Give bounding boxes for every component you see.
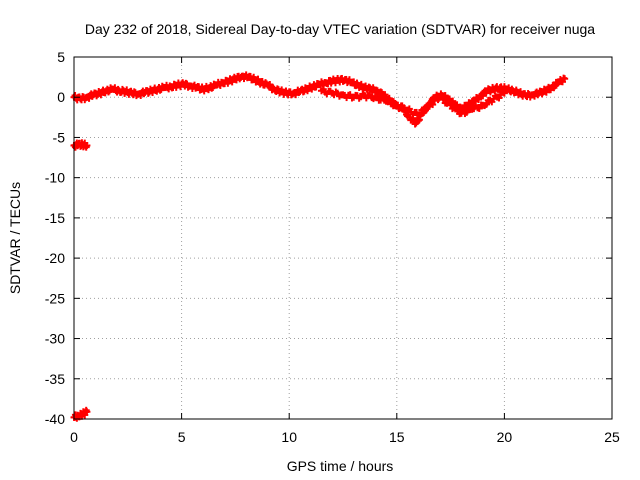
x-tick-label: 5 [178, 429, 186, 445]
data-point [475, 104, 483, 112]
y-tick-label: -30 [45, 331, 65, 347]
data-point [499, 88, 507, 96]
y-tick-label: -10 [45, 170, 65, 186]
data-point [482, 89, 490, 97]
chart-title: Day 232 of 2018, Sidereal Day-to-day VTE… [85, 21, 595, 37]
data-point [559, 78, 567, 86]
x-tick-label: 25 [604, 429, 620, 445]
y-axis-label: SDTVAR / TECUs [7, 182, 23, 294]
y-tick-label: -5 [53, 129, 66, 145]
data-point [359, 90, 367, 98]
data-point [560, 74, 568, 82]
data-point [373, 93, 381, 101]
y-tick-label: -25 [45, 290, 65, 306]
data-point [82, 143, 90, 151]
data-point [413, 108, 421, 116]
data-point [463, 108, 471, 116]
data-point [416, 111, 424, 119]
data-point [452, 103, 460, 111]
data-point [488, 98, 496, 106]
data-point [445, 98, 453, 106]
y-tick-label: -15 [45, 210, 65, 226]
data-point [82, 406, 90, 414]
data-point [262, 79, 270, 87]
x-tick-label: 20 [497, 429, 513, 445]
data-point [423, 103, 431, 111]
x-tick-label: 10 [281, 429, 297, 445]
x-axis-label: GPS time / hours [287, 458, 394, 474]
data-point [348, 94, 356, 102]
data-point [429, 101, 437, 109]
x-tick-label: 15 [389, 429, 405, 445]
y-tick-label: 5 [57, 49, 65, 65]
axis-ticks: 0 5 10 15 20 25 5 0 -5 -10 -15 -20 -25 -30 -35 -40 [45, 49, 620, 445]
y-tick-label: -40 [45, 411, 65, 427]
x-tick-label: 0 [70, 429, 78, 445]
plot-frame [73, 56, 613, 420]
y-tick-label: 0 [57, 89, 65, 105]
data-point [439, 95, 447, 103]
data-points [70, 71, 569, 422]
data-point [495, 94, 503, 102]
y-tick-label: -35 [45, 371, 65, 387]
data-point [369, 95, 377, 103]
data-point [391, 99, 399, 107]
data-point [482, 100, 490, 108]
y-tick-label: -20 [45, 250, 65, 266]
